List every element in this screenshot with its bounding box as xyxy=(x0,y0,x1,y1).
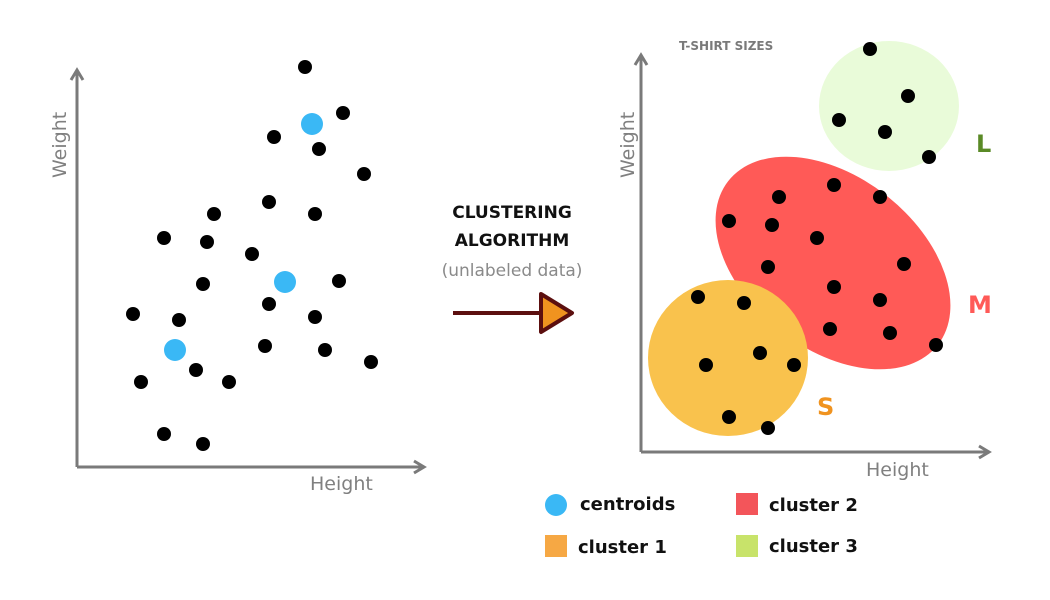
data-point xyxy=(737,296,751,310)
data-point xyxy=(699,358,713,372)
data-point xyxy=(863,42,877,56)
left-x-axis-arrowhead xyxy=(413,459,427,475)
data-point xyxy=(318,343,332,357)
data-point xyxy=(873,293,887,307)
legend-cluster3-swatch xyxy=(736,535,758,557)
right-y-axis-arrowhead xyxy=(633,52,649,66)
data-point xyxy=(929,338,943,352)
data-point xyxy=(765,218,779,232)
data-point xyxy=(267,130,281,144)
left-x-axis-label: Height xyxy=(310,473,373,495)
data-point xyxy=(332,274,346,288)
legend-cluster2-label: cluster 2 xyxy=(769,495,858,516)
data-point xyxy=(200,235,214,249)
legend-centroids-label: centroids xyxy=(580,494,675,515)
data-point xyxy=(827,178,841,192)
size-label-l: L xyxy=(976,130,991,158)
data-point xyxy=(134,375,148,389)
data-point xyxy=(245,247,259,261)
data-point xyxy=(196,277,210,291)
cluster-s-region xyxy=(648,280,808,436)
data-point xyxy=(832,113,846,127)
data-point xyxy=(126,307,140,321)
cluster-l-points xyxy=(832,42,936,164)
data-point xyxy=(336,106,350,120)
centroid-point xyxy=(301,113,323,135)
data-point xyxy=(312,142,326,156)
data-point xyxy=(207,207,221,221)
right-x-axis-arrowhead xyxy=(978,444,992,460)
legend-cluster1-label: cluster 1 xyxy=(578,537,667,558)
cluster-s-points xyxy=(691,290,801,435)
centroid-point xyxy=(164,339,186,361)
data-point xyxy=(157,427,171,441)
data-point xyxy=(772,190,786,204)
data-point xyxy=(753,346,767,360)
data-point xyxy=(922,150,936,164)
algorithm-subtitle: (unlabeled data) xyxy=(442,261,583,281)
data-point xyxy=(298,60,312,74)
cluster-l-region xyxy=(819,41,959,171)
data-point xyxy=(810,231,824,245)
data-point xyxy=(308,310,322,324)
data-point xyxy=(691,290,705,304)
legend-cluster3-label: cluster 3 xyxy=(769,536,858,557)
legend-cluster1-swatch xyxy=(545,535,567,557)
cluster-m-points xyxy=(722,178,943,352)
right-x-axis-label: Height xyxy=(866,459,929,481)
algorithm-title-line1: CLUSTERING xyxy=(452,203,572,223)
middle-section: CLUSTERING ALGORITHM (unlabeled data) xyxy=(442,203,583,334)
left-centroids xyxy=(164,113,323,361)
data-point xyxy=(827,280,841,294)
legend-centroid-swatch xyxy=(545,494,567,516)
data-point xyxy=(823,322,837,336)
centroid-point xyxy=(274,271,296,293)
data-point xyxy=(357,167,371,181)
algorithm-title-line2: ALGORITHM xyxy=(455,231,570,251)
size-label-m: M xyxy=(968,291,992,319)
size-label-s: S xyxy=(817,393,834,421)
data-point xyxy=(222,375,236,389)
data-point xyxy=(897,257,911,271)
data-point xyxy=(262,297,276,311)
process-arrow-head xyxy=(539,292,574,334)
data-point xyxy=(308,207,322,221)
data-point xyxy=(883,326,897,340)
data-point xyxy=(196,437,210,451)
data-point xyxy=(258,339,272,353)
data-point xyxy=(873,190,887,204)
left-y-axis-arrowhead xyxy=(69,67,85,81)
data-point xyxy=(761,260,775,274)
data-point xyxy=(262,195,276,209)
legend: centroids cluster 2 cluster 1 cluster 3 xyxy=(545,493,858,558)
right-plot: T-SHIRT SIZES Height Weight L M S xyxy=(617,39,992,481)
right-y-axis-label: Weight xyxy=(617,112,639,178)
left-y-axis-label: Weight xyxy=(49,112,71,178)
left-plot: Height Weight xyxy=(49,60,427,495)
data-point xyxy=(761,421,775,435)
data-point xyxy=(172,313,186,327)
data-point xyxy=(787,358,801,372)
data-point xyxy=(157,231,171,245)
right-plot-title: T-SHIRT SIZES xyxy=(679,39,773,53)
data-point xyxy=(901,89,915,103)
data-point xyxy=(722,214,736,228)
left-points xyxy=(126,60,378,451)
data-point xyxy=(722,410,736,424)
data-point xyxy=(189,363,203,377)
data-point xyxy=(878,125,892,139)
data-point xyxy=(364,355,378,369)
legend-cluster2-swatch xyxy=(736,493,758,515)
